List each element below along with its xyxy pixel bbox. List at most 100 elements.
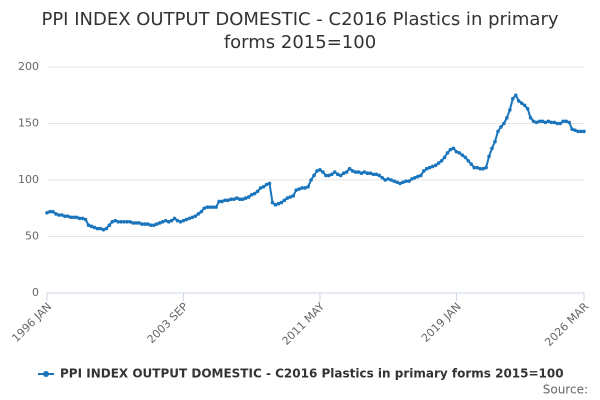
data-point — [54, 212, 58, 216]
data-point — [128, 220, 132, 224]
data-point — [241, 197, 245, 202]
data-point — [104, 226, 109, 231]
data-point — [413, 175, 417, 180]
data-point — [365, 171, 370, 176]
data-point — [502, 121, 506, 126]
data-point — [552, 120, 557, 125]
data-point — [469, 162, 474, 166]
data-point — [220, 199, 224, 204]
data-point — [448, 147, 453, 152]
data-point — [564, 119, 568, 124]
data-point — [276, 201, 281, 206]
data-point — [466, 158, 471, 163]
y-tick-label: 50 — [25, 230, 39, 243]
data-point — [193, 214, 198, 218]
data-point — [424, 166, 429, 171]
data-point — [330, 172, 334, 177]
data-point — [252, 191, 257, 196]
data-point — [86, 223, 91, 227]
x-tick-label: 1996 JAN — [9, 300, 54, 345]
data-point — [143, 222, 147, 226]
data-point — [472, 165, 477, 170]
data-point — [558, 121, 563, 126]
data-point — [398, 181, 402, 186]
data-point — [273, 203, 278, 207]
data-point — [300, 186, 304, 190]
data-point — [484, 165, 488, 170]
data-point — [196, 212, 201, 216]
data-point — [433, 163, 438, 168]
data-point — [92, 225, 97, 230]
data-point — [264, 182, 269, 187]
data-point — [505, 116, 509, 120]
data-point — [146, 222, 150, 226]
data-point — [534, 120, 539, 125]
data-point — [291, 194, 296, 198]
data-point — [238, 197, 242, 202]
data-point — [71, 215, 76, 220]
data-point — [57, 213, 61, 217]
data-point — [107, 223, 112, 227]
data-point — [531, 119, 536, 124]
data-point — [478, 166, 482, 171]
data-point — [190, 215, 195, 220]
data-point — [229, 197, 233, 202]
data-point — [389, 178, 393, 182]
data-point — [561, 119, 566, 124]
data-point — [430, 164, 435, 169]
data-point — [353, 170, 358, 174]
data-point — [279, 200, 284, 205]
data-point — [442, 155, 447, 160]
data-point — [555, 121, 560, 126]
data-point — [232, 197, 236, 202]
data-point — [576, 129, 580, 134]
data-point — [51, 209, 55, 214]
data-point — [481, 166, 485, 171]
data-point — [407, 179, 411, 183]
legend-label: PPI INDEX OUTPUT DOMESTIC - C2016 Plasti… — [60, 367, 564, 381]
data-point — [110, 220, 115, 224]
data-point — [68, 215, 73, 220]
data-point — [522, 103, 527, 108]
data-point — [98, 226, 103, 231]
data-point — [261, 184, 266, 189]
data-point — [579, 129, 583, 134]
data-point — [496, 129, 500, 134]
data-point — [184, 217, 189, 222]
data-point — [211, 205, 215, 209]
data-point — [63, 214, 67, 218]
data-point — [335, 172, 340, 177]
data-point — [154, 222, 159, 226]
data-point — [258, 186, 263, 190]
data-point — [226, 198, 230, 203]
data-point — [457, 151, 462, 155]
data-point — [89, 224, 94, 229]
data-point — [169, 218, 174, 223]
data-point — [460, 153, 465, 157]
data-point — [582, 129, 586, 134]
data-point — [404, 179, 408, 183]
data-point — [570, 127, 574, 131]
data-point — [386, 177, 390, 181]
data-point — [567, 120, 571, 125]
data-point — [217, 199, 221, 204]
data-point — [246, 195, 251, 199]
data-point — [356, 170, 361, 174]
data-point — [95, 226, 100, 231]
data-point — [543, 120, 548, 125]
data-point — [166, 220, 171, 224]
data-point — [122, 220, 126, 224]
data-point — [48, 209, 52, 214]
data-point — [321, 170, 325, 174]
data-point — [249, 192, 254, 197]
data-point — [516, 99, 521, 103]
data-point — [116, 220, 121, 224]
data-point — [392, 179, 396, 183]
data-point — [439, 158, 444, 163]
data-point — [205, 205, 210, 209]
data-point — [445, 151, 450, 155]
data-point — [134, 221, 138, 225]
data-point — [175, 218, 180, 223]
data-point — [490, 146, 494, 151]
data-point — [573, 128, 577, 133]
